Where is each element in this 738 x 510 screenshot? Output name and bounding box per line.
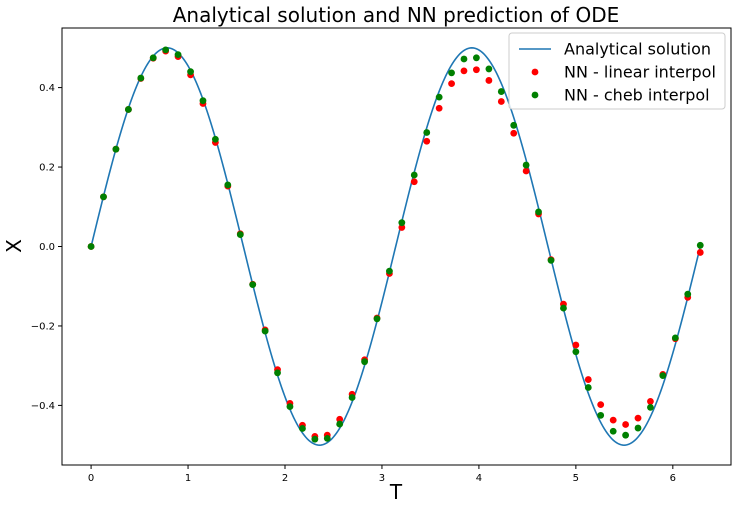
cheb-interpol-point	[510, 121, 518, 129]
cheb-interpol-point	[125, 106, 132, 113]
cheb-interpol-point	[274, 369, 281, 377]
y-tick-label: 0.0	[39, 242, 55, 253]
cheb-interpol-point	[224, 181, 232, 189]
cheb-interpol-point	[137, 74, 145, 82]
cheb-interpol-point	[535, 208, 542, 216]
legend-label: Analytical solution	[564, 40, 711, 59]
linear-interpol-point	[410, 178, 418, 186]
cheb-interpol-point	[373, 315, 381, 323]
linear-interpol-point	[522, 167, 530, 175]
cheb-interpol-point	[236, 231, 244, 238]
cheb-interpol-point	[398, 219, 406, 227]
x-tick-label: 0	[88, 473, 94, 484]
y-tick-label: 0.2	[39, 163, 55, 174]
linear-interpol-point	[485, 77, 493, 84]
x-tick-label: 1	[185, 473, 191, 484]
cheb-interpol-point	[323, 434, 331, 442]
cheb-interpol-point	[472, 54, 480, 62]
chart-title: Analytical solution and NN prediction of…	[173, 3, 620, 27]
cheb-interpol-point	[174, 51, 182, 59]
cheb-interpol-point	[386, 267, 393, 275]
legend-label: NN - linear interpol	[564, 63, 716, 82]
cheb-interpol-point	[361, 358, 369, 366]
cheb-interpol-point	[187, 68, 194, 76]
cheb-interpol-point	[149, 54, 157, 62]
y-tick-label: −0.2	[31, 321, 55, 332]
x-tick-label: 2	[282, 473, 288, 484]
linear-interpol-point	[398, 224, 406, 231]
cheb-interpol-point	[634, 424, 642, 432]
cheb-interpol-point	[311, 435, 319, 443]
linear-interpol-point	[696, 249, 704, 256]
linear-interpol-point	[647, 398, 654, 405]
linear-interpol-point	[572, 341, 580, 349]
legend: Analytical solution NN - linear interpol N…	[508, 32, 726, 110]
cheb-interpol-point	[423, 129, 431, 136]
cheb-interpol-point	[647, 403, 654, 411]
y-axis-label: X	[2, 239, 26, 253]
cheb-interpol-point	[547, 257, 555, 264]
cheb-interpol-point	[597, 411, 605, 419]
cheb-interpol-point	[112, 145, 120, 153]
cheb-interpol-point	[584, 384, 592, 391]
linear-interpol-point	[435, 104, 443, 112]
cheb-interpol-point	[572, 348, 580, 356]
linear-interpol-point	[609, 416, 617, 424]
cheb-interpol-point	[249, 281, 257, 289]
linear-interpol-point	[634, 414, 642, 422]
cheb-interpol-point	[696, 241, 704, 249]
cheb-interpol-point	[261, 327, 269, 335]
cheb-interpol-point	[211, 135, 219, 143]
linear-interpol-point	[423, 137, 431, 145]
linear-interpol-point	[497, 98, 505, 105]
cheb-interpol-point	[199, 97, 207, 105]
legend-marker-swatch	[531, 91, 539, 99]
x-axis-label: T	[389, 480, 403, 504]
x-tick-label: 4	[476, 473, 482, 484]
cheb-interpol-point	[485, 65, 493, 73]
plot-area: 0 1 2 3 4 5 6 −0.4 −0.2 0.0 0.2 0.4	[31, 27, 732, 484]
cheb-interpol-point	[460, 55, 468, 63]
cheb-interpol-point	[448, 69, 455, 77]
y-tick-label: −0.4	[31, 401, 55, 412]
cheb-interpol-point	[87, 243, 95, 250]
x-tick-label: 3	[379, 473, 385, 484]
cheb-interpol-point	[348, 394, 356, 401]
cheb-interpol-point	[100, 193, 107, 201]
legend-marker-swatch	[531, 68, 539, 76]
linear-interpol-point	[448, 80, 455, 88]
cheb-interpol-point	[497, 88, 505, 95]
cheb-interpol-point	[522, 161, 530, 169]
linear-interpol-point	[336, 415, 344, 423]
linear-interpol-point	[510, 129, 518, 137]
cheb-interpol-point	[299, 425, 306, 432]
cheb-interpol-point	[560, 304, 567, 312]
cheb-interpol-point	[435, 93, 443, 101]
x-tick-label: 6	[670, 473, 676, 484]
cheb-interpol-point	[162, 46, 170, 54]
x-tick-label: 5	[573, 473, 579, 484]
cheb-interpol-point	[671, 334, 679, 342]
linear-interpol-point	[584, 376, 592, 383]
cheb-interpol-point	[286, 403, 294, 411]
cheb-interpol-point	[609, 427, 617, 435]
cheb-interpol-point	[684, 290, 692, 298]
linear-interpol-point	[597, 401, 605, 409]
linear-interpol-point	[472, 66, 480, 74]
cheb-interpol-point	[622, 431, 630, 439]
cheb-interpol-point	[336, 420, 344, 428]
cheb-interpol-point	[659, 372, 667, 380]
y-tick-label: 0.4	[39, 83, 55, 94]
linear-interpol-point	[622, 421, 630, 428]
legend-label: NN - cheb interpol	[564, 86, 710, 105]
legend-box	[508, 32, 726, 110]
linear-interpol-point	[460, 67, 468, 75]
cheb-interpol-point	[410, 171, 418, 179]
